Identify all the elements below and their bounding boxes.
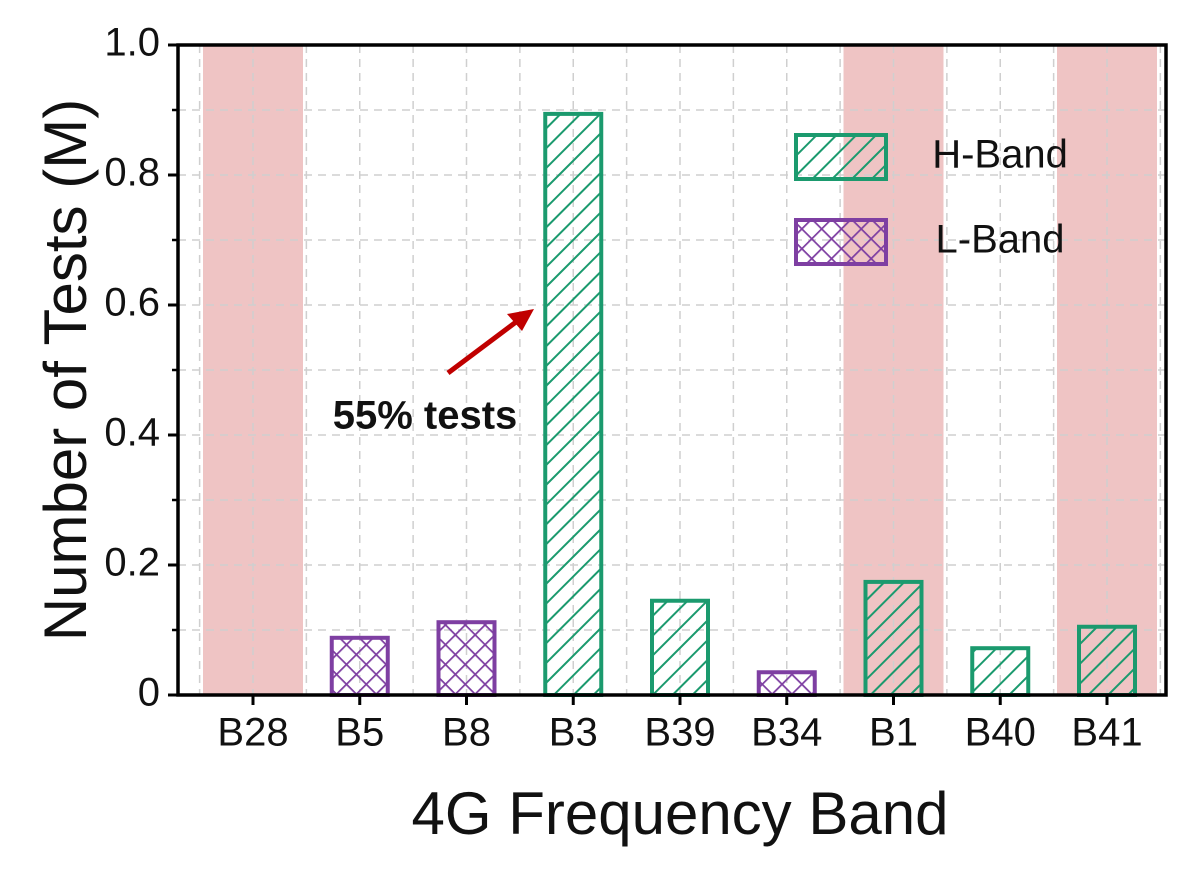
legend-swatch — [794, 218, 888, 266]
annotation-arrow — [446, 317, 522, 375]
x-tick-label: B3 — [549, 711, 598, 755]
bar — [970, 646, 1031, 698]
x-tick-label: B28 — [217, 711, 288, 755]
legend-swatch — [794, 133, 888, 181]
annotation-arrowhead — [507, 309, 534, 331]
y-tick-label: 0 — [138, 671, 160, 715]
x-tick-label: B39 — [644, 711, 715, 755]
y-axis-label: Number of Tests (M) — [32, 99, 99, 641]
bar — [756, 670, 817, 697]
x-tick-label: B34 — [751, 711, 822, 755]
annotation: 55% tests — [333, 394, 518, 438]
bar — [1077, 624, 1137, 697]
bar — [436, 620, 497, 698]
bar — [863, 579, 924, 698]
y-tick-label: 0.4 — [104, 411, 160, 455]
x-tick-label: B8 — [442, 711, 491, 755]
y-tick-label: 0.8 — [104, 151, 160, 195]
y-tick-label: 0.2 — [104, 541, 160, 585]
y-tick-label: 0.6 — [104, 281, 160, 325]
x-tick-label: B40 — [965, 711, 1036, 755]
legend-label: H-Band — [932, 133, 1068, 177]
x-tick-label: B5 — [335, 711, 384, 755]
x-tick-label: B1 — [869, 711, 918, 755]
legend-label: L-Band — [936, 218, 1065, 262]
y-tick-label: 1.0 — [104, 21, 160, 65]
x-axis-label: 4G Frequency Band — [412, 780, 949, 847]
bar — [650, 598, 710, 697]
bar — [543, 111, 604, 697]
x-tick-label: B41 — [1071, 711, 1142, 755]
bar — [329, 635, 390, 697]
